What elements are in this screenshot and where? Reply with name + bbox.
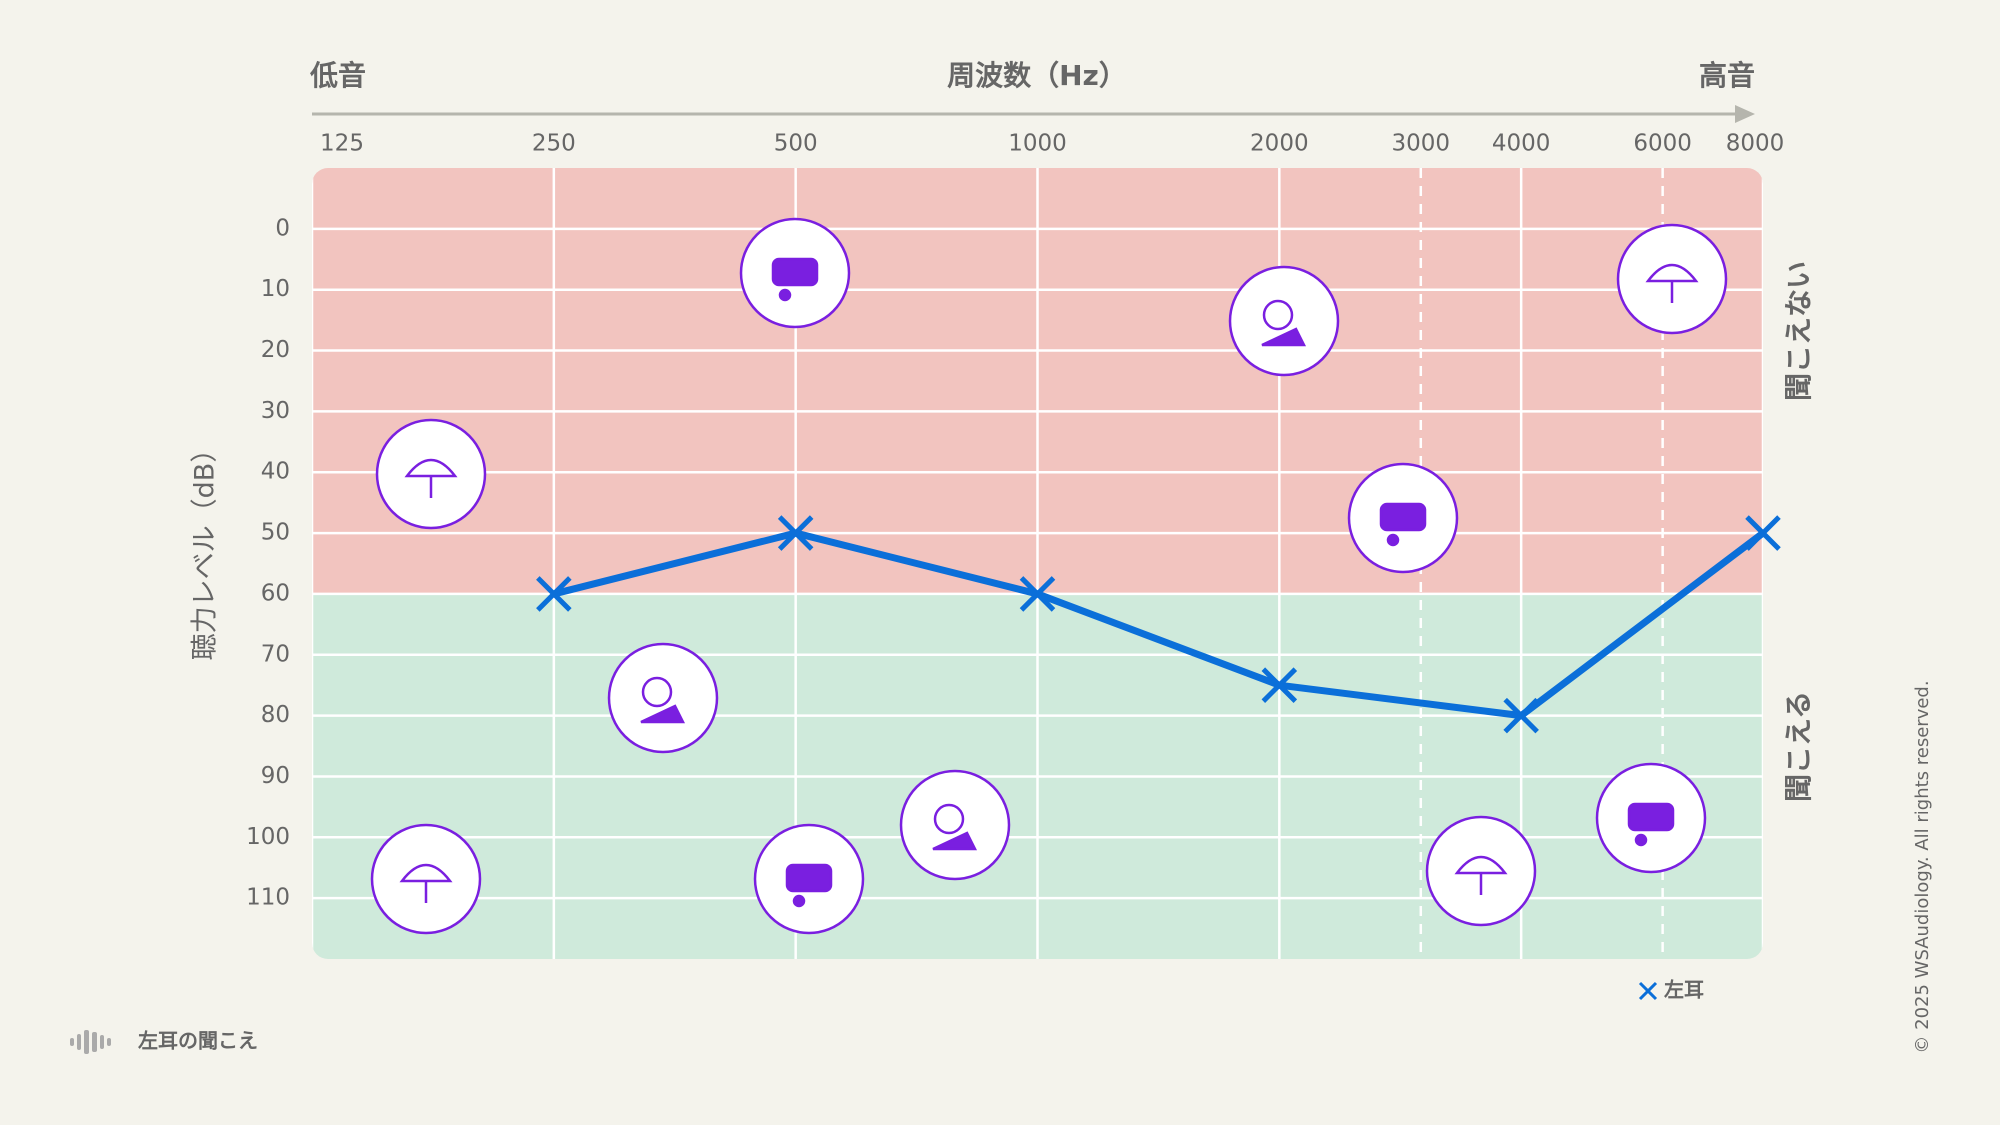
legend-label: 左耳 xyxy=(1664,978,1704,1002)
y-axis-title: 聴力レベル（dB） xyxy=(190,436,221,661)
icon-circle xyxy=(1425,815,1537,927)
glyph xyxy=(1627,802,1675,832)
x-axis-title: 周波数（Hz） xyxy=(947,59,1127,92)
icon-glyph xyxy=(1454,855,1508,895)
y-tick-label: 110 xyxy=(246,885,290,911)
x-tick-label: 500 xyxy=(774,131,818,157)
y-tick-label: 90 xyxy=(261,763,290,789)
y-tick-label: 50 xyxy=(261,520,290,546)
glyph xyxy=(933,803,965,835)
data-point xyxy=(1745,515,1781,551)
icon-glyph xyxy=(399,863,453,903)
y-tick-label: 30 xyxy=(261,398,290,424)
glyph xyxy=(1379,502,1427,532)
data-point xyxy=(1019,576,1056,612)
glyph xyxy=(1386,533,1400,547)
high-label: 高音 xyxy=(1699,59,1755,92)
glyph xyxy=(932,831,978,851)
x-tick-label: 2000 xyxy=(1250,131,1309,157)
glyph xyxy=(640,704,686,724)
icon-glyph xyxy=(1379,502,1427,547)
data-point xyxy=(1503,697,1539,734)
glyph xyxy=(771,257,819,287)
series-line xyxy=(552,529,1766,720)
icon-glyph xyxy=(1261,299,1307,347)
glyph xyxy=(1645,263,1699,283)
y-tick-label: 100 xyxy=(246,824,290,850)
x-tick-label: 4000 xyxy=(1492,131,1551,157)
icon-glyph xyxy=(771,257,819,302)
footer-logo xyxy=(70,1030,111,1054)
icon-circle xyxy=(899,769,1011,881)
x-tick-label: 125 xyxy=(320,131,364,157)
glyph xyxy=(404,458,458,478)
glyph xyxy=(1634,833,1648,847)
y-tick-label: 10 xyxy=(261,276,290,302)
glyph xyxy=(1261,327,1307,347)
glyph xyxy=(1454,855,1508,875)
icon-glyph xyxy=(404,458,458,498)
icon-glyph xyxy=(640,676,686,724)
y-tick-label: 20 xyxy=(261,337,290,363)
footer-title: 左耳の聞こえ xyxy=(138,1029,258,1053)
icon-glyph xyxy=(1627,802,1675,847)
icon-circle xyxy=(370,823,482,935)
y-tick-label: 80 xyxy=(261,702,290,728)
icon-circle xyxy=(1616,223,1728,335)
icon-circle xyxy=(607,642,719,754)
glyph xyxy=(641,676,673,708)
copyright: © 2025 WSAudiology. All rights reserved. xyxy=(1912,680,1933,1053)
x-tick-label: 6000 xyxy=(1633,131,1692,157)
icon-glyph xyxy=(785,863,833,908)
glyph xyxy=(785,863,833,893)
icon-glyph xyxy=(1645,263,1699,303)
icon-circle xyxy=(1228,265,1340,377)
data-point xyxy=(777,515,814,551)
icon-glyph xyxy=(932,803,978,851)
low-label: 低音 xyxy=(309,59,366,92)
axis-arrow-head xyxy=(1735,105,1755,123)
series xyxy=(536,515,1781,1001)
legend-marker xyxy=(1638,981,1658,1001)
x-tick-label: 3000 xyxy=(1392,131,1451,157)
data-point xyxy=(1261,667,1298,703)
glyph xyxy=(778,288,792,302)
zone-label: 聞こえる xyxy=(1782,691,1815,802)
glyph xyxy=(1262,299,1294,331)
x-tick-label: 8000 xyxy=(1726,131,1785,157)
sound-icons xyxy=(370,217,1728,935)
y-tick-label: 40 xyxy=(261,459,290,485)
data-point xyxy=(536,576,572,612)
x-tick-label: 250 xyxy=(532,131,576,157)
glyph xyxy=(792,894,806,908)
x-tick-label: 1000 xyxy=(1008,131,1067,157)
glyph xyxy=(399,863,453,883)
icon-circle xyxy=(375,418,487,530)
y-tick-label: 70 xyxy=(261,641,290,667)
y-tick-label: 0 xyxy=(275,215,290,241)
y-tick-label: 60 xyxy=(261,580,290,606)
zone-label: 聞こえない xyxy=(1782,261,1815,401)
